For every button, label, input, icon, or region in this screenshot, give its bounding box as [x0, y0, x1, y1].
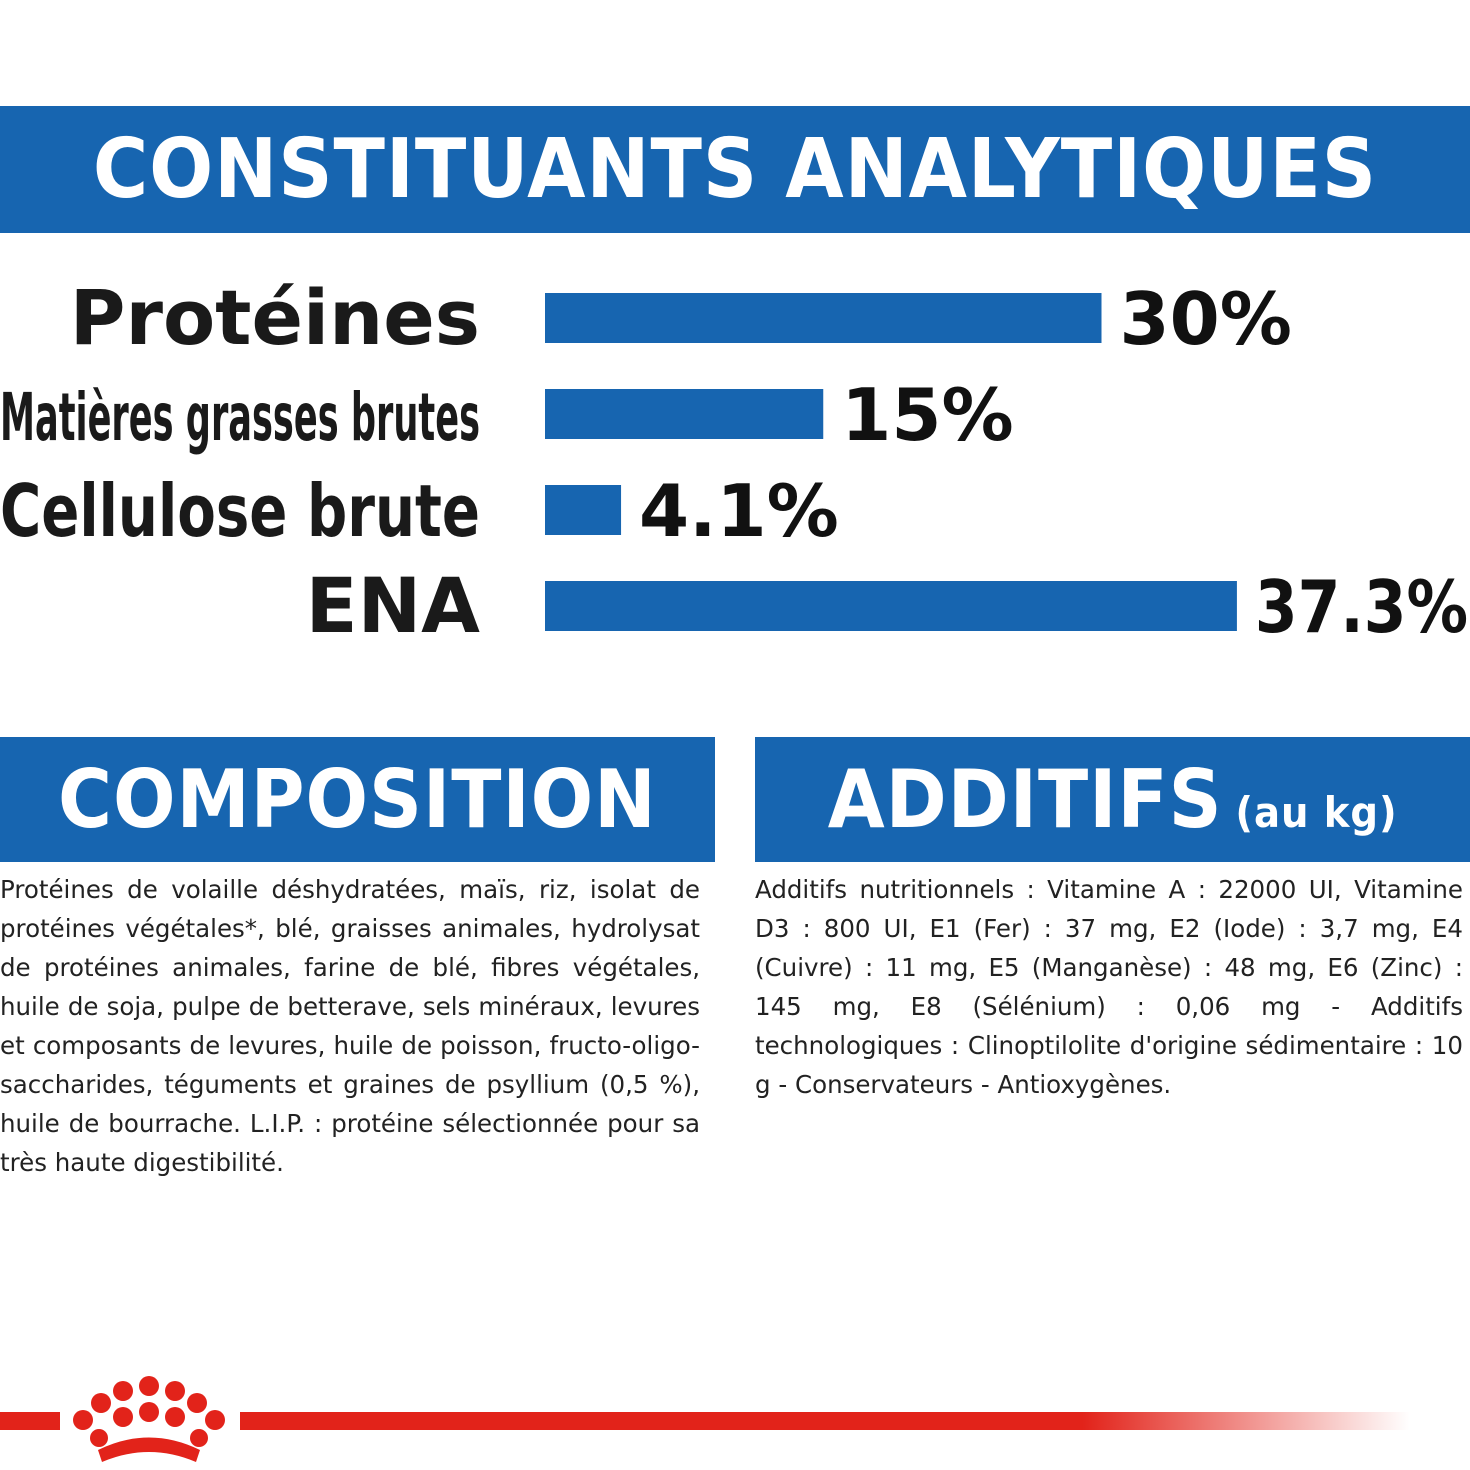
category-label: Cellulose brute — [0, 469, 480, 553]
bar — [545, 293, 1102, 343]
analytics-heading: CONSTITUANTS ANALYTIQUES — [92, 122, 1378, 217]
additives-heading-suffix: (au kg) — [1235, 788, 1398, 837]
value-label: 15% — [841, 373, 1013, 457]
category-label: ENA — [306, 561, 481, 650]
value-label: 30% — [1120, 277, 1292, 361]
additives-heading: ADDITIFS (au kg) — [828, 753, 1398, 846]
brand-footer — [0, 1376, 1410, 1462]
analytics-banner: CONSTITUANTS ANALYTIQUES — [0, 106, 1470, 233]
category-label: Matières grasses brutes — [0, 379, 480, 456]
bar — [545, 485, 622, 535]
value-label: 37.3% — [1255, 565, 1468, 649]
additives-heading-main: ADDITIFS — [827, 753, 1223, 846]
additives-banner: ADDITIFS (au kg) — [755, 737, 1470, 862]
composition-heading: COMPOSITION — [58, 753, 657, 846]
category-label: Protéines — [70, 273, 480, 362]
composition-text: Protéines de volaille déshydratées, maïs… — [0, 875, 700, 1177]
footer-line-right — [240, 1412, 1410, 1430]
analytics-bar-chart: Protéines 30% Matières grasses brutes 15% Ce… — [0, 273, 1468, 650]
composition-banner: COMPOSITION — [0, 737, 715, 862]
footer-line-left — [0, 1412, 60, 1430]
bar — [545, 581, 1237, 631]
royal-canin-crown-icon — [73, 1376, 225, 1462]
value-label: 4.1% — [639, 469, 839, 553]
bar — [545, 389, 824, 439]
additives-text: Additifs nutritionnels : Vitamine A : 22… — [755, 875, 1463, 1099]
